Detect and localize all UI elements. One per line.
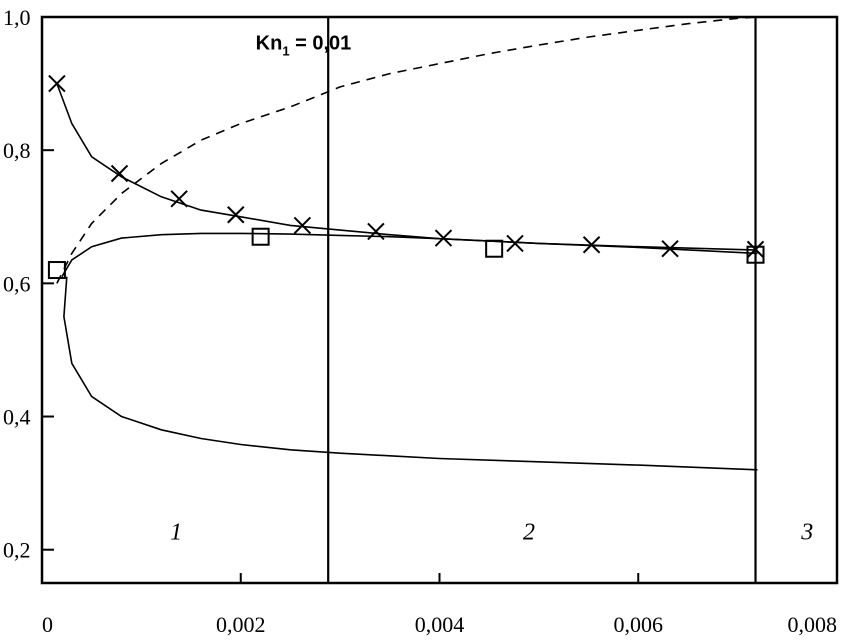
square-marker (47, 261, 66, 280)
kn-annotation-sub: 1 (282, 43, 289, 58)
square-marker (251, 227, 270, 246)
series-curve-2 (56, 83, 758, 251)
x-marker (227, 206, 245, 224)
y-tick-label: 0,4 (3, 405, 31, 430)
region-label: 1 (170, 520, 182, 546)
x-marker (170, 190, 188, 208)
x-marker (367, 222, 385, 241)
x-marker (434, 229, 453, 247)
kn-annotation-main: Kn (256, 32, 283, 54)
kn-annotation: Kn1 = 0,01 (256, 32, 352, 58)
series-curve-1 (56, 16, 758, 284)
y-tick-label: 0,2 (3, 538, 31, 563)
square-marker (746, 245, 765, 264)
kn-annotation-rest: = 0,01 (290, 32, 352, 54)
x-marker (746, 240, 765, 259)
x-marker (661, 240, 679, 258)
y-tick-label: 0,6 (3, 271, 31, 296)
x-tick-label: 0,004 (415, 612, 465, 637)
region-label: 2 (523, 520, 535, 546)
x-tick-label: 0,008 (788, 612, 838, 637)
series-curve-3 (61, 232, 758, 278)
x-tick-label: 0,006 (614, 612, 664, 637)
x-tick-label: 0 (42, 612, 53, 637)
plot-frame (40, 15, 839, 585)
region-label: 3 (800, 520, 813, 546)
markers (47, 74, 765, 280)
x-marker (110, 164, 129, 183)
x-marker (293, 216, 312, 235)
x-marker (506, 234, 524, 253)
x-marker (582, 236, 601, 254)
curves (56, 16, 758, 471)
x-tick-label: 0,002 (216, 612, 266, 637)
y-tick-label: 0,8 (3, 138, 31, 163)
series-curve-4 (63, 276, 758, 471)
x-marker (48, 74, 66, 93)
ticks: 0 0,002 0,004 0,006 0,008 0,2 0,4 0,6 0,8 1,0 (3, 5, 837, 637)
y-tick-label: 1,0 (3, 5, 31, 30)
labels: 1 2 3 (170, 520, 813, 546)
square-marker (485, 239, 504, 258)
region-dividers (327, 17, 757, 583)
